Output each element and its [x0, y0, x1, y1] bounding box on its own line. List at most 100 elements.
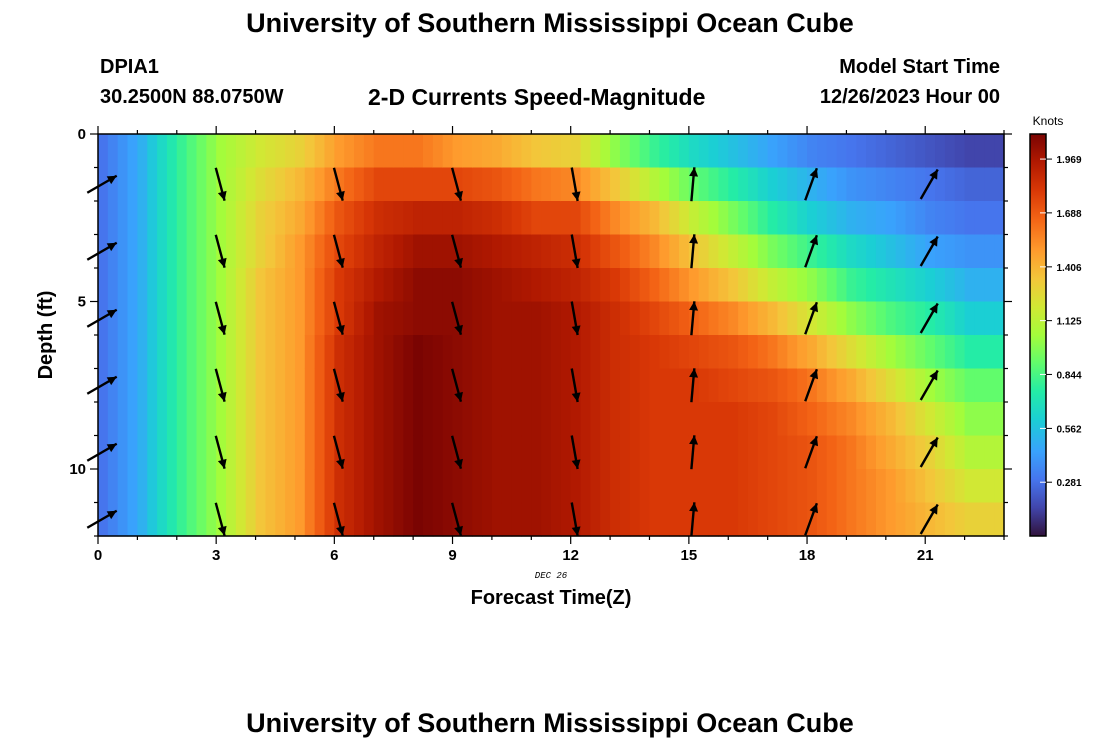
heatmap-cell: [964, 368, 976, 403]
heatmap-cell: [610, 402, 621, 437]
heatmap-cell: [895, 234, 907, 269]
heatmap-cell: [235, 134, 247, 169]
heatmap-cell: [432, 469, 444, 504]
heatmap-cell: [383, 201, 395, 236]
heatmap-cell: [166, 435, 178, 470]
current-arrow: [214, 368, 227, 402]
heatmap-cell: [649, 402, 660, 437]
heatmap-cell: [157, 268, 168, 303]
heatmap-cell: [501, 435, 513, 470]
heatmap-cell: [915, 234, 926, 269]
heatmap-cell: [974, 134, 985, 169]
heatmap-cell: [718, 201, 729, 236]
heatmap-cell: [166, 167, 178, 202]
heatmap-cell: [669, 134, 680, 169]
heatmap-cell: [551, 335, 562, 370]
heatmap-cell: [127, 435, 138, 470]
heatmap-cell: [836, 368, 848, 403]
heatmap-cell: [747, 335, 759, 370]
heatmap-cell: [501, 268, 513, 303]
heatmap-cell: [265, 301, 276, 336]
heatmap-cell: [206, 335, 217, 370]
heatmap-cell: [531, 134, 542, 169]
colorbar-tick-label: 1.688: [1056, 209, 1081, 220]
heatmap-cell: [629, 134, 641, 169]
heatmap-cell: [866, 368, 877, 403]
heatmap-cell: [344, 502, 355, 537]
heatmap-cell: [531, 301, 542, 336]
heatmap-cell: [157, 301, 168, 336]
heatmap-cell: [856, 502, 867, 537]
heatmap-cell: [245, 435, 257, 470]
heatmap-cell: [226, 201, 237, 236]
heatmap-cell: [846, 469, 857, 504]
heatmap-cell: [895, 368, 907, 403]
heatmap-cell: [925, 301, 936, 336]
heatmap-cell: [432, 435, 444, 470]
heatmap-cell: [767, 167, 779, 202]
heatmap-cell: [826, 201, 838, 236]
heatmap-cell: [551, 469, 562, 504]
heatmap-cell: [935, 402, 946, 437]
heatmap-cell: [472, 435, 483, 470]
heatmap-cell: [157, 402, 168, 437]
heatmap-cell: [688, 368, 700, 403]
heatmap-cell: [491, 301, 503, 336]
heatmap-cell: [866, 469, 877, 504]
heatmap-cell: [265, 335, 276, 370]
heatmap-cell: [807, 335, 818, 370]
heatmap-cell: [383, 402, 395, 437]
heatmap-cell: [935, 368, 946, 403]
heatmap-cell: [590, 234, 601, 269]
heatmap-cell: [314, 301, 326, 336]
station-coordinates: 30.2500N 88.0750W: [100, 86, 284, 108]
heatmap-cell: [570, 268, 582, 303]
heatmap-cell: [590, 402, 601, 437]
current-arrow: [689, 435, 699, 470]
heatmap-cell: [777, 301, 788, 336]
heatmap-cell: [216, 268, 227, 303]
heatmap-cell: [728, 502, 739, 537]
heatmap-cell: [905, 301, 916, 336]
heatmap-cell: [619, 167, 631, 202]
heatmap-cell: [442, 201, 454, 236]
heatmap-cell: [304, 234, 316, 269]
heatmap-cell: [915, 435, 926, 470]
heatmap-cell: [757, 469, 769, 504]
heatmap-cell: [718, 134, 729, 169]
heatmap-cell: [767, 402, 779, 437]
heatmap-cell: [738, 301, 749, 336]
heatmap-cell: [915, 335, 926, 370]
heatmap-cell: [925, 402, 936, 437]
heatmap-cell: [304, 167, 316, 202]
heatmap-cell: [856, 368, 867, 403]
heatmap-cell: [846, 368, 857, 403]
heatmap-cell: [127, 469, 138, 504]
heatmap-cell: [147, 469, 158, 504]
heatmap-cell: [482, 435, 493, 470]
heatmap-cell: [344, 301, 355, 336]
heatmap-cell: [472, 268, 483, 303]
x-axis-label: Forecast Time(Z): [471, 587, 632, 609]
heatmap-cell: [925, 234, 936, 269]
heatmap-cell: [629, 402, 641, 437]
heatmap-cell: [354, 402, 365, 437]
heatmap-cell: [738, 402, 749, 437]
heatmap-cell: [807, 268, 818, 303]
heatmap-cell: [334, 335, 345, 370]
heatmap-cell: [905, 234, 916, 269]
heatmap-cell: [866, 502, 877, 537]
heatmap-cell: [649, 368, 660, 403]
heatmap-cell: [501, 167, 513, 202]
heatmap-cell: [491, 201, 503, 236]
heatmap-cell: [826, 435, 838, 470]
heatmap-cell: [738, 368, 749, 403]
heatmap-cell: [531, 268, 542, 303]
heatmap-cell: [294, 234, 306, 269]
heatmap-cell: [255, 435, 267, 470]
heatmap-cell: [994, 201, 1005, 236]
heatmap-cell: [294, 301, 306, 336]
heatmap-cell: [856, 268, 867, 303]
heatmap-cell: [639, 502, 651, 537]
heatmap-cell: [560, 469, 572, 504]
